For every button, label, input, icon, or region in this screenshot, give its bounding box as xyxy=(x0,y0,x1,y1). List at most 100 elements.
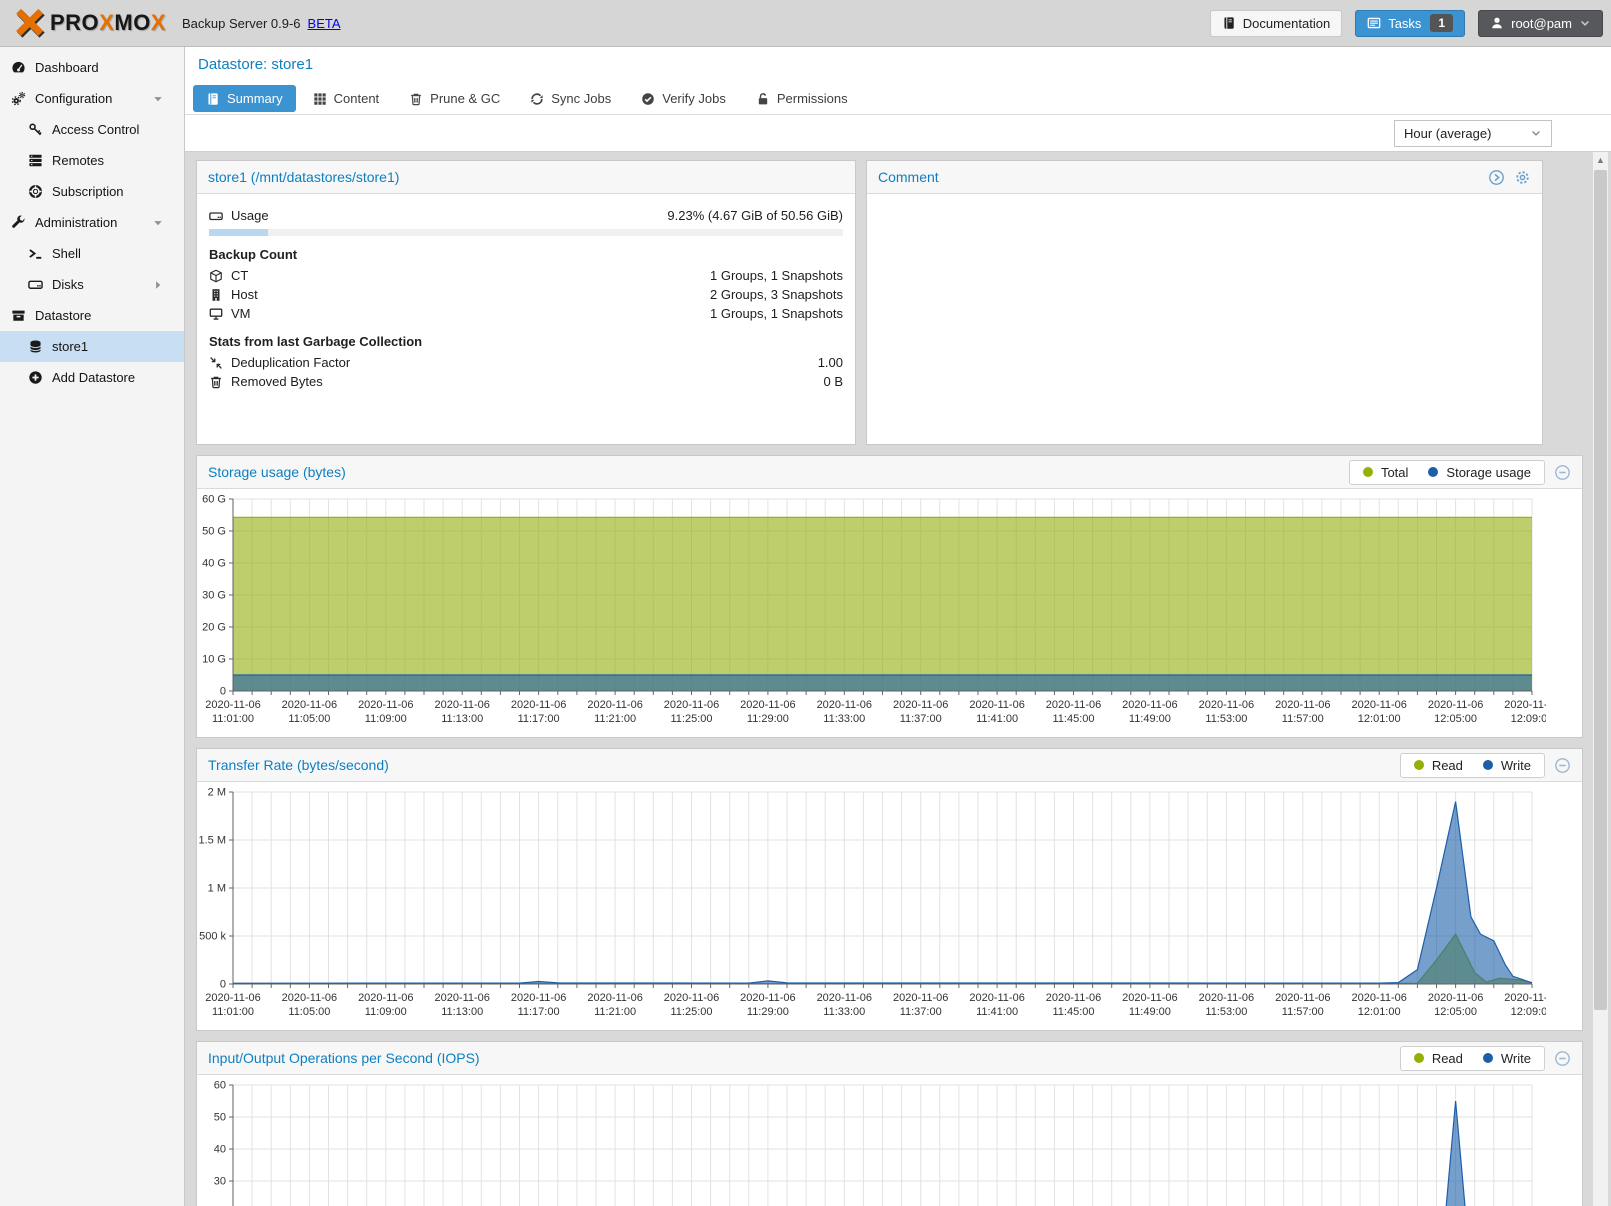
svg-text:11:01:00: 11:01:00 xyxy=(212,1006,254,1018)
scrollbar-thumb[interactable] xyxy=(1594,170,1607,1010)
svg-text:11:09:00: 11:09:00 xyxy=(365,713,407,725)
svg-text:2020-11-06: 2020-11-06 xyxy=(205,699,260,711)
svg-text:2020-11-06: 2020-11-06 xyxy=(1122,699,1177,711)
svg-text:11:25:00: 11:25:00 xyxy=(670,1006,712,1018)
svg-text:11:33:00: 11:33:00 xyxy=(823,1006,865,1018)
collapse-circle-icon[interactable] xyxy=(1554,757,1571,774)
svg-text:500 k: 500 k xyxy=(199,931,226,943)
gear-icon[interactable] xyxy=(1514,169,1531,186)
task-list-icon xyxy=(1367,16,1381,30)
legend-write[interactable]: Write xyxy=(1483,758,1531,773)
svg-text:2020-11-06: 2020-11-06 xyxy=(1046,699,1101,711)
svg-text:12:05:00: 12:05:00 xyxy=(1434,1006,1477,1018)
sidebar-item-configuration[interactable]: Configuration xyxy=(0,83,184,114)
tab-permissions[interactable]: Permissions xyxy=(743,85,861,112)
trash-icon xyxy=(209,375,223,389)
svg-text:2020-11-06: 2020-11-06 xyxy=(587,992,642,1004)
svg-text:12:05:00: 12:05:00 xyxy=(1434,713,1477,725)
svg-text:2020-11-06: 2020-11-06 xyxy=(1122,992,1177,1004)
gc-stats-heading: Stats from last Garbage Collection xyxy=(209,334,843,349)
datastore-info-panel-header: store1 (/mnt/datastores/store1) xyxy=(197,161,855,194)
transfer-rate-chart: 0500 k1 M1.5 M2 M2020-11-0611:01:002020-… xyxy=(197,782,1582,1030)
sidebar-item-add-datastore[interactable]: Add Datastore xyxy=(0,362,184,393)
archive-box-icon xyxy=(11,308,26,323)
backup-row-ct: CT 1 Groups, 1 Snapshots xyxy=(209,266,843,285)
gc-row-dedup: Deduplication Factor 1.00 xyxy=(209,353,843,372)
sidebar-item-dashboard[interactable]: Dashboard xyxy=(0,52,184,83)
svg-text:50 G: 50 G xyxy=(202,526,226,538)
legend-read[interactable]: Read xyxy=(1414,1051,1463,1066)
scroll-up-arrow-icon[interactable]: ▲ xyxy=(1593,152,1608,167)
sidebar-item-administration[interactable]: Administration xyxy=(0,207,184,238)
collapse-circle-icon[interactable] xyxy=(1554,1050,1571,1067)
svg-text:11:25:00: 11:25:00 xyxy=(670,713,712,725)
user-menu-button[interactable]: root@pam xyxy=(1478,10,1603,37)
svg-text:2020-11-06: 2020-11-06 xyxy=(282,699,337,711)
svg-text:0: 0 xyxy=(220,686,226,698)
svg-text:11:49:00: 11:49:00 xyxy=(1129,1006,1171,1018)
legend-read[interactable]: Read xyxy=(1414,758,1463,773)
comment-text[interactable] xyxy=(867,194,1542,216)
timeframe-select[interactable]: Hour (average) xyxy=(1394,120,1552,147)
tab-prune-gc[interactable]: Prune & GC xyxy=(396,85,513,112)
svg-text:2020-11-06: 2020-11-06 xyxy=(1046,992,1101,1004)
documentation-button[interactable]: Documentation xyxy=(1210,10,1342,37)
legend-total[interactable]: Total xyxy=(1363,465,1408,480)
svg-text:1 M: 1 M xyxy=(208,883,226,895)
svg-text:2020-11-06: 2020-11-06 xyxy=(1275,699,1330,711)
sidebar-item-shell[interactable]: Shell xyxy=(0,238,184,269)
svg-text:50: 50 xyxy=(214,1112,226,1124)
caret-right-icon[interactable] xyxy=(152,279,164,291)
summary-scroll-area: store1 (/mnt/datastores/store1) Usage 9.… xyxy=(185,152,1611,1206)
svg-text:2020-11-06: 2020-11-06 xyxy=(969,992,1024,1004)
caret-down-icon[interactable] xyxy=(152,217,164,229)
svg-text:11:17:00: 11:17:00 xyxy=(518,713,560,725)
tab-sync-jobs[interactable]: Sync Jobs xyxy=(517,85,624,112)
legend-write[interactable]: Write xyxy=(1483,1051,1531,1066)
sidebar-item-datastore[interactable]: Datastore xyxy=(0,300,184,331)
svg-text:11:29:00: 11:29:00 xyxy=(747,713,789,725)
svg-text:11:05:00: 11:05:00 xyxy=(288,1006,330,1018)
vertical-scrollbar[interactable]: ▲ xyxy=(1593,152,1608,1206)
brand-wordmark: PROXMOX xyxy=(50,10,166,36)
svg-text:2020-11-06: 2020-11-06 xyxy=(1504,699,1559,711)
tasks-button[interactable]: Tasks 1 xyxy=(1355,10,1465,37)
tab-content[interactable]: Content xyxy=(300,85,393,112)
tab-summary[interactable]: Summary xyxy=(193,85,296,112)
collapse-circle-icon[interactable] xyxy=(1554,464,1571,481)
legend-storage-usage[interactable]: Storage usage xyxy=(1428,465,1531,480)
svg-text:0: 0 xyxy=(220,979,226,991)
svg-text:11:57:00: 11:57:00 xyxy=(1282,1006,1324,1018)
chart-legend: Read Write xyxy=(1400,1046,1545,1071)
svg-text:2020-11-06: 2020-11-06 xyxy=(282,992,337,1004)
usage-value: 9.23% (4.67 GiB of 50.56 GiB) xyxy=(667,208,843,223)
svg-text:11:05:00: 11:05:00 xyxy=(288,713,330,725)
sidebar-item-subscription[interactable]: Subscription xyxy=(0,176,184,207)
sidebar-item-store1[interactable]: store1 xyxy=(0,331,184,362)
svg-text:12:01:00: 12:01:00 xyxy=(1358,713,1401,725)
svg-text:2020-11-06: 2020-11-06 xyxy=(1275,992,1330,1004)
iops-panel: Input/Output Operations per Second (IOPS… xyxy=(196,1041,1583,1206)
svg-text:11:53:00: 11:53:00 xyxy=(1205,1006,1247,1018)
svg-text:40: 40 xyxy=(214,1144,226,1156)
sidebar-item-disks[interactable]: Disks xyxy=(0,269,184,300)
check-circle-icon xyxy=(641,92,655,106)
legend-dot-read xyxy=(1414,1053,1424,1063)
sidebar-item-remotes[interactable]: Remotes xyxy=(0,145,184,176)
tasks-count-badge: 1 xyxy=(1430,14,1453,32)
backup-row-vm: VM 1 Groups, 1 Snapshots xyxy=(209,304,843,323)
caret-down-icon[interactable] xyxy=(152,93,164,105)
usage-progress-fill xyxy=(209,229,268,236)
svg-text:2020-11-06: 2020-11-06 xyxy=(1504,992,1559,1004)
proxmox-backup-server-app: PROXMOX Backup Server 0.9-6 BETA Documen… xyxy=(0,0,1611,1206)
proxmox-logo-icon xyxy=(12,6,46,40)
summary-toolbar: Hour (average) xyxy=(185,115,1611,152)
svg-text:10 G: 10 G xyxy=(202,654,226,666)
svg-text:2020-11-06: 2020-11-06 xyxy=(1199,699,1254,711)
beta-link[interactable]: BETA xyxy=(308,16,341,31)
sidebar-item-access-control[interactable]: Access Control xyxy=(0,114,184,145)
svg-text:11:09:00: 11:09:00 xyxy=(365,1006,407,1018)
tab-verify-jobs[interactable]: Verify Jobs xyxy=(628,85,739,112)
expand-circle-icon[interactable] xyxy=(1488,169,1505,186)
gc-row-removed-bytes: Removed Bytes 0 B xyxy=(209,372,843,391)
